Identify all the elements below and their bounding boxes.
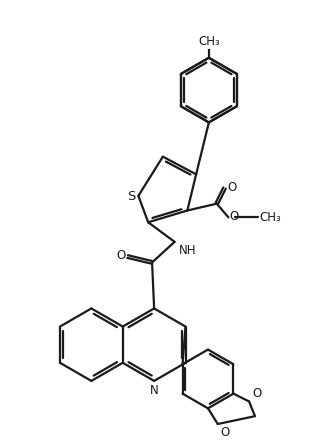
Text: O: O bbox=[221, 426, 230, 439]
Text: O: O bbox=[229, 210, 239, 223]
Text: S: S bbox=[127, 191, 136, 203]
Text: N: N bbox=[150, 384, 158, 397]
Text: O: O bbox=[116, 249, 126, 262]
Text: CH₃: CH₃ bbox=[198, 35, 220, 48]
Text: NH: NH bbox=[178, 244, 196, 257]
Text: O: O bbox=[227, 180, 237, 194]
Text: O: O bbox=[252, 388, 261, 400]
Text: CH₃: CH₃ bbox=[260, 211, 281, 224]
